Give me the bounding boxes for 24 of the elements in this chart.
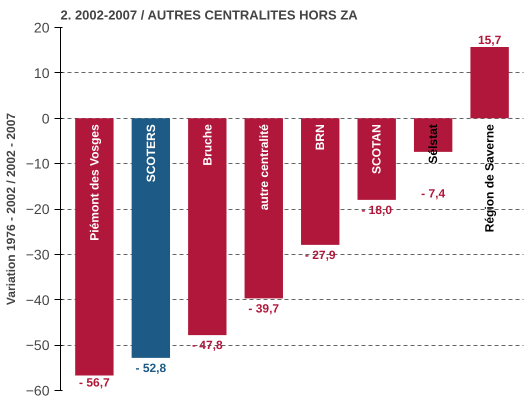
- x-tick-label: Bruche: [200, 124, 214, 166]
- data-label: - 7,4: [421, 186, 446, 200]
- x-tick-label: SCOTAN: [370, 124, 384, 174]
- chart-title: 2. 2002-2007 / AUTRES CENTRALITES HORS ZA: [60, 8, 358, 22]
- y-tick-label: −60: [26, 382, 50, 398]
- x-tick-label: SCOTERS: [144, 124, 158, 182]
- y-tick-label: −20: [26, 201, 50, 217]
- data-label: - 52,8: [136, 360, 167, 375]
- y-tick-label: 0: [42, 110, 50, 126]
- x-tick-label: BRN: [313, 124, 328, 150]
- data-label: 15,7: [478, 33, 502, 48]
- x-tick-label: Sélstat: [426, 124, 440, 164]
- y-axis-title: Variation 1976 - 2002 / 2002 - 2007: [4, 112, 18, 306]
- data-label: - 39,7: [248, 301, 280, 316]
- y-tick-label: −30: [26, 246, 50, 262]
- x-tick-label: Région de Saverne: [482, 124, 497, 232]
- x-tick-label: Piémont des Vosges: [87, 124, 102, 241]
- x-tick-label: autre centralité: [256, 124, 271, 210]
- y-tick-label: 10: [34, 64, 50, 81]
- y-tick-label: −40: [26, 292, 50, 308]
- data-label: - 56,7: [79, 376, 110, 390]
- y-tick-label: 20: [34, 20, 50, 36]
- y-tick-label: −50: [26, 337, 50, 354]
- y-tick-label: −10: [26, 156, 50, 172]
